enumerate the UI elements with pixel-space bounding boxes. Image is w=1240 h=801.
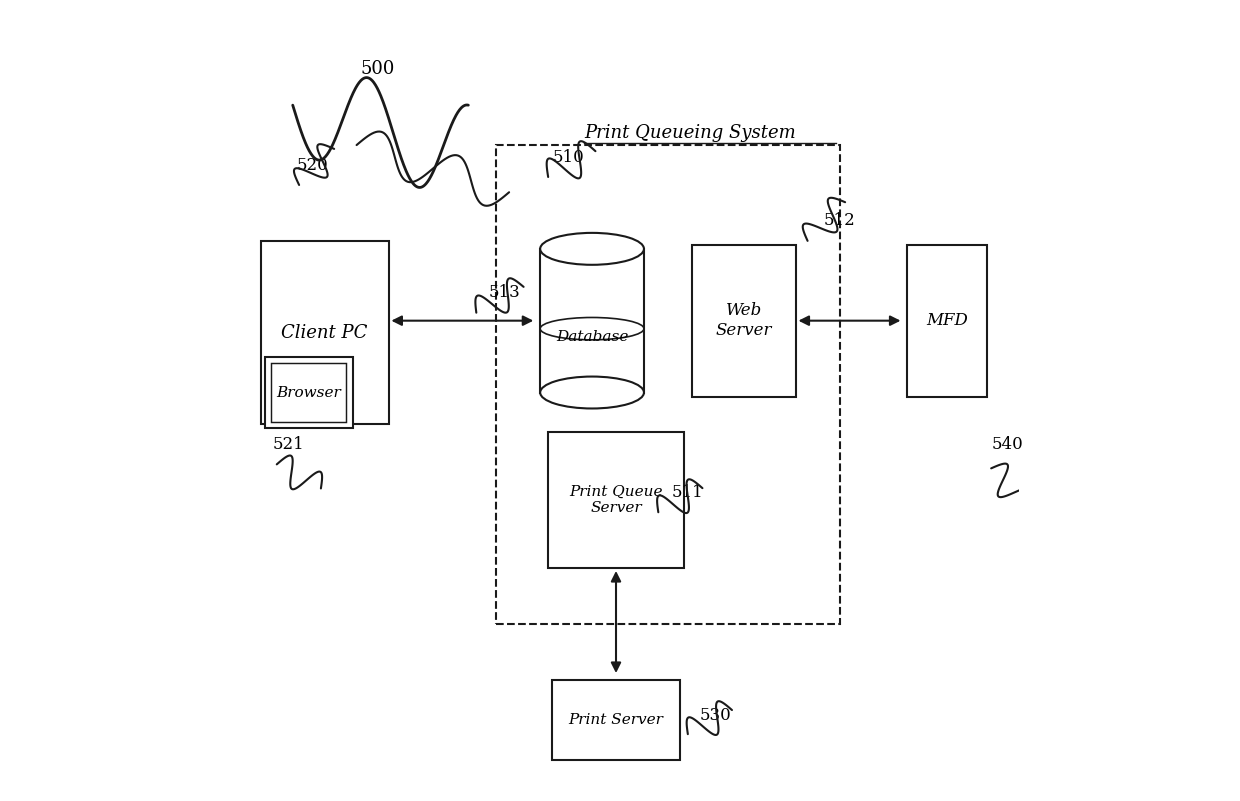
Text: 540: 540: [991, 436, 1023, 453]
Text: 530: 530: [699, 707, 732, 724]
Ellipse shape: [541, 376, 644, 409]
Text: Print Queueing System: Print Queueing System: [584, 124, 796, 142]
FancyBboxPatch shape: [265, 356, 352, 429]
Text: 512: 512: [823, 212, 856, 229]
Polygon shape: [541, 249, 644, 392]
Ellipse shape: [541, 233, 644, 265]
FancyBboxPatch shape: [548, 433, 683, 568]
Text: MFD: MFD: [926, 312, 968, 329]
FancyBboxPatch shape: [908, 245, 987, 396]
Text: 511: 511: [672, 484, 703, 501]
Text: 520: 520: [296, 156, 329, 174]
Text: 510: 510: [552, 148, 584, 166]
Text: Client PC: Client PC: [281, 324, 368, 342]
Text: Database: Database: [556, 330, 629, 344]
Text: Browser: Browser: [277, 385, 341, 400]
Text: Web
Server: Web Server: [715, 303, 773, 339]
Text: 521: 521: [273, 436, 305, 453]
Text: Print Server: Print Server: [569, 713, 663, 727]
Text: 513: 513: [489, 284, 520, 301]
Text: Print Queue
Server: Print Queue Server: [569, 485, 662, 515]
FancyBboxPatch shape: [552, 680, 680, 759]
FancyBboxPatch shape: [260, 241, 388, 425]
FancyBboxPatch shape: [692, 245, 796, 396]
Text: 500: 500: [361, 60, 396, 78]
